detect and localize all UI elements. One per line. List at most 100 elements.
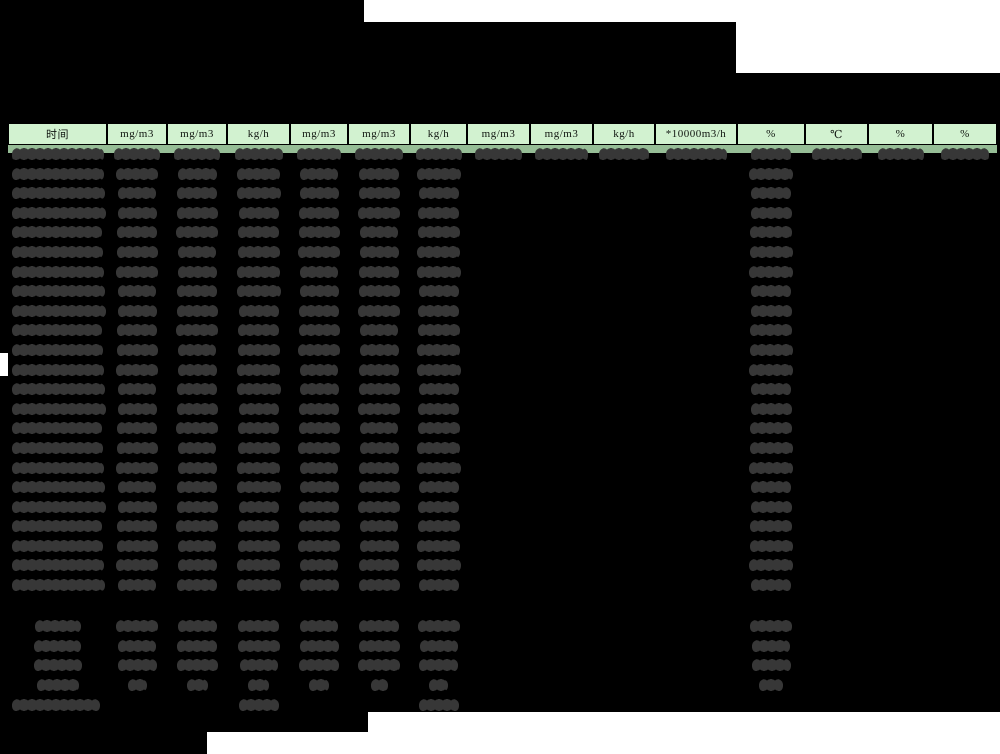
value-cell <box>467 576 530 596</box>
value-cell <box>290 380 348 400</box>
value-cell <box>410 361 467 381</box>
name-cell <box>737 145 805 165</box>
redacted-text-blob <box>418 285 459 299</box>
redacted-text-blob <box>178 343 216 357</box>
redacted-text-blob <box>750 402 792 416</box>
hourly-data-row <box>8 537 997 557</box>
value-cell <box>868 263 933 283</box>
value-cell <box>107 302 167 322</box>
redacted-text-blob <box>418 304 459 318</box>
hourly-data-row <box>8 439 997 459</box>
redacted-text-blob <box>750 520 792 534</box>
redacted-text-blob <box>299 659 339 673</box>
value-cell <box>530 321 593 341</box>
value-cell <box>107 361 167 381</box>
value-cell <box>290 361 348 381</box>
name-cell <box>933 145 997 165</box>
value-cell <box>530 517 593 537</box>
summary-value-cell <box>167 676 227 696</box>
value-cell <box>467 498 530 518</box>
value-cell <box>933 459 997 479</box>
redacted-text-blob <box>176 500 218 514</box>
value-cell <box>655 478 737 498</box>
value-cell <box>107 380 167 400</box>
redacted-text-blob <box>237 363 280 377</box>
value-cell <box>410 302 467 322</box>
hourly-data-row <box>8 380 997 400</box>
value-cell <box>467 400 530 420</box>
value-cell <box>530 459 593 479</box>
value-cell <box>805 459 868 479</box>
value-cell <box>593 380 655 400</box>
value-cell <box>227 517 290 537</box>
value-cell <box>737 439 805 459</box>
timestamp-cell <box>8 400 107 420</box>
redacted-text-blob <box>665 148 727 162</box>
value-cell <box>805 282 868 302</box>
redacted-text-blob <box>358 659 400 673</box>
summary-value-cell <box>227 656 290 676</box>
value-cell <box>868 204 933 224</box>
value-cell <box>290 165 348 185</box>
value-cell <box>410 517 467 537</box>
redacted-text-blob <box>174 148 220 162</box>
value-cell <box>530 263 593 283</box>
redacted-text-blob <box>750 500 792 514</box>
value-cell <box>290 263 348 283</box>
redacted-text-blob <box>12 520 102 534</box>
value-cell <box>410 243 467 263</box>
value-cell <box>107 400 167 420</box>
value-cell <box>530 556 593 576</box>
redacted-text-blob <box>238 402 279 416</box>
redacted-text-blob <box>298 324 340 338</box>
timestamp-cell <box>8 478 107 498</box>
redacted-text-blob <box>300 167 338 181</box>
name-cell <box>805 145 868 165</box>
redacted-text-blob <box>117 500 157 514</box>
redacted-text-blob <box>116 461 158 475</box>
value-cell <box>868 184 933 204</box>
timestamp-cell <box>8 223 107 243</box>
value-cell <box>593 517 655 537</box>
redacted-text-blob <box>118 187 156 201</box>
redacted-text-blob <box>358 500 400 514</box>
value-cell <box>737 400 805 420</box>
value-cell <box>227 400 290 420</box>
value-cell <box>593 204 655 224</box>
redacted-text-blob <box>416 167 461 181</box>
value-cell <box>805 302 868 322</box>
redacted-text-blob <box>358 206 400 220</box>
redacted-text-blob <box>358 579 400 593</box>
summary-value-cell <box>655 617 737 637</box>
redacted-text-blob <box>941 148 989 162</box>
value-cell <box>467 243 530 263</box>
value-cell <box>290 400 348 420</box>
unit-header-cell: 时间 <box>8 123 107 145</box>
redacted-text-blob <box>12 422 102 436</box>
value-cell <box>348 321 410 341</box>
redacted-text-blob <box>359 343 399 357</box>
value-cell <box>348 517 410 537</box>
value-cell <box>107 537 167 557</box>
page-white-notch <box>0 353 8 376</box>
value-cell <box>805 223 868 243</box>
redacted-text-blob <box>417 620 460 634</box>
summary-value-cell <box>805 617 868 637</box>
summary-value-cell <box>805 656 868 676</box>
redacted-text-blob <box>176 324 218 338</box>
summary-value-cell <box>655 637 737 657</box>
summary-value-cell <box>348 656 410 676</box>
redacted-text-blob <box>750 620 792 634</box>
value-cell <box>410 263 467 283</box>
timestamp-cell <box>8 204 107 224</box>
redacted-text-blob <box>237 245 280 259</box>
value-cell <box>167 400 227 420</box>
redacted-text-blob <box>418 206 459 220</box>
value-cell <box>868 223 933 243</box>
hourly-data-row <box>8 361 997 381</box>
redacted-text-blob <box>752 639 790 653</box>
value-cell <box>737 498 805 518</box>
value-cell <box>167 537 227 557</box>
redacted-text-blob <box>12 539 103 553</box>
value-cell <box>655 361 737 381</box>
